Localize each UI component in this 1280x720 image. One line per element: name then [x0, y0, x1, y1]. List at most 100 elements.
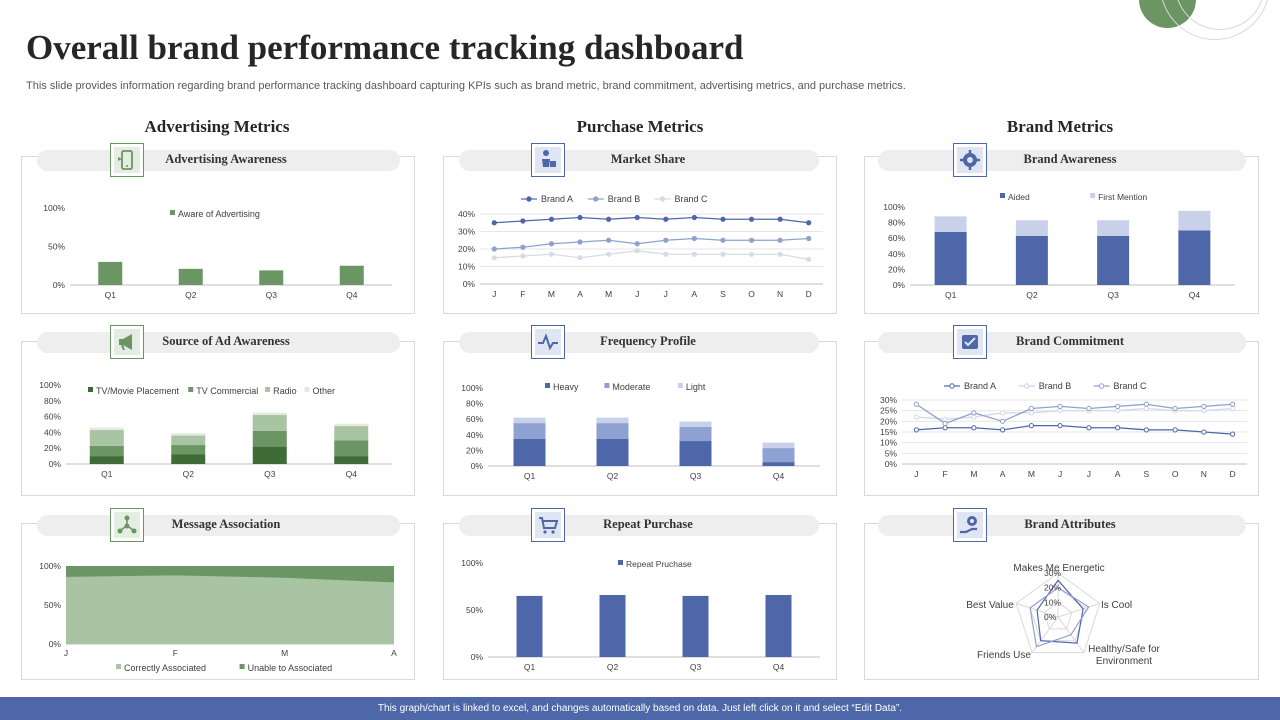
radar-spoke [1057, 602, 1101, 618]
data-point [691, 235, 697, 242]
panel-title: Message Association [171, 517, 281, 531]
y-tick-label: 100% [461, 558, 483, 568]
legend-marker [949, 383, 955, 389]
x-tick-label: J [1087, 469, 1091, 479]
series-line [916, 407, 1233, 420]
legend-marker [593, 196, 599, 202]
data-point [1028, 410, 1034, 416]
data-point [1230, 431, 1236, 437]
y-tick-label: 0% [471, 461, 484, 471]
legend-marker [526, 196, 532, 202]
bar [171, 445, 206, 455]
legend-label: Brand A [964, 381, 996, 391]
series-line [494, 237, 809, 250]
legend-marker [659, 196, 666, 202]
panel-title: Brand Attributes [1024, 517, 1116, 531]
data-point [777, 237, 783, 243]
bar [252, 446, 287, 464]
y-tick-label: 100% [883, 202, 905, 212]
data-point [1143, 401, 1149, 407]
chart-brand-attributes: 0% 10% 20% 30%Makes Me Energetic Is Cool Heal… [966, 563, 1160, 667]
hand-gear-icon [953, 508, 987, 542]
y-tick-label: 20% [458, 244, 475, 254]
y-tick-label: 50% [48, 242, 65, 252]
y-tick-label: 5% [885, 448, 898, 458]
y-tick-label: 10% [458, 262, 475, 272]
data-point [777, 251, 783, 257]
bar [98, 261, 123, 285]
data-point [1057, 423, 1063, 429]
x-tick-label: N [777, 289, 783, 299]
panel-title: Source of Ad Awareness [162, 334, 290, 348]
data-point [1143, 405, 1149, 412]
x-tick-label: S [1144, 469, 1150, 479]
x-tick-label: Q2 [185, 290, 197, 300]
panel-title: Brand Commitment [1016, 334, 1124, 348]
pulse-icon [531, 325, 565, 359]
bar [89, 445, 124, 457]
y-tick-label: 20% [466, 445, 483, 455]
radar-tick-label: 0% [1044, 612, 1057, 622]
data-point [1115, 408, 1121, 414]
data-point [548, 216, 555, 222]
bar [596, 438, 629, 466]
data-point [913, 427, 919, 433]
data-point [1230, 401, 1236, 407]
x-tick-label: J [64, 648, 68, 658]
legend-label: Unable to Associated [248, 663, 333, 673]
bar [765, 594, 792, 657]
legend-swatch [265, 387, 271, 392]
legend-swatch [188, 387, 194, 392]
shopping-person-icon [531, 143, 565, 177]
legend-label: Brand B [1039, 381, 1072, 391]
bar [679, 427, 712, 442]
panel-brand-attributes [864, 523, 1259, 680]
y-tick-label: 60% [466, 414, 483, 424]
x-tick-label: M [1028, 469, 1035, 479]
data-point [1201, 408, 1207, 414]
bar [513, 417, 546, 424]
brand-gear-icon [953, 143, 987, 177]
bar [1015, 220, 1048, 236]
y-tick-label: 15% [880, 427, 897, 437]
y-tick-label: 100% [43, 203, 65, 213]
data-point [1201, 429, 1207, 435]
y-tick-label: 25% [880, 406, 897, 416]
y-tick-label: 80% [44, 396, 61, 406]
bar [1015, 235, 1048, 285]
series-line [494, 216, 809, 224]
x-tick-label: Q4 [346, 469, 358, 479]
handshake-icon [953, 325, 987, 359]
legend-label: Brand A [541, 194, 573, 204]
y-tick-label: 20% [880, 416, 897, 426]
x-tick-label: M [281, 648, 288, 658]
data-point [520, 218, 526, 224]
data-point [806, 256, 812, 263]
legend-label: First Mention [1098, 192, 1147, 202]
legend-label: Brand B [608, 194, 641, 204]
radar-tick-label: 10% [1044, 597, 1061, 607]
data-point [748, 237, 755, 243]
data-point [634, 241, 640, 247]
x-tick-label: A [391, 648, 397, 658]
bar [679, 441, 712, 466]
x-tick-label: Q4 [346, 290, 358, 300]
data-point [1230, 405, 1236, 412]
y-tick-label: 100% [39, 380, 61, 390]
legend-swatch [618, 560, 623, 565]
y-tick-label: 60% [888, 233, 905, 243]
legend-swatch [304, 387, 310, 392]
bar [596, 417, 629, 424]
data-point [663, 237, 669, 243]
x-tick-label: J [635, 289, 639, 299]
x-tick-label: F [173, 648, 178, 658]
panel-source-of-ad-awareness [21, 341, 415, 496]
bar [1178, 230, 1211, 285]
data-point [491, 220, 497, 226]
data-point [777, 216, 783, 222]
y-tick-label: 0% [53, 280, 66, 290]
x-tick-label: A [1000, 469, 1006, 479]
data-point [1057, 408, 1063, 414]
data-point [634, 214, 640, 221]
radar-tick-label: 20% [1044, 583, 1061, 593]
